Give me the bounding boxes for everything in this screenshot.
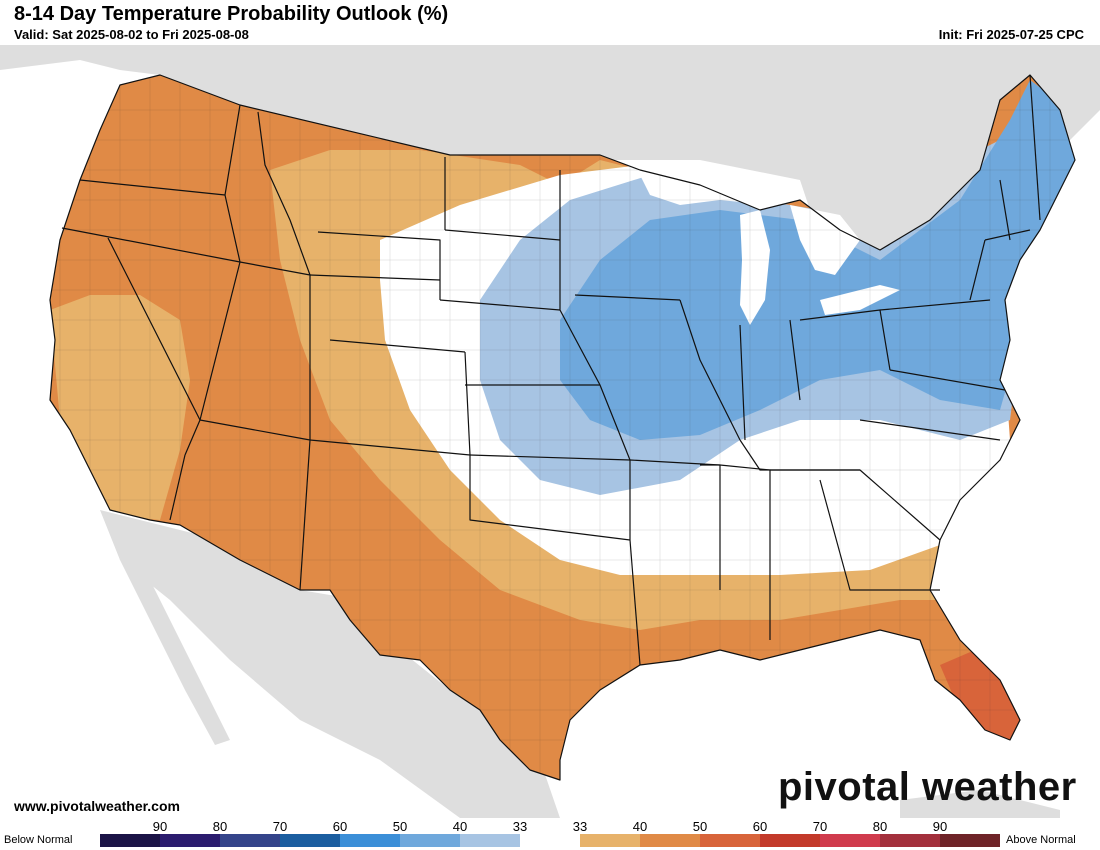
legend-tick-label: 60 — [752, 819, 768, 834]
legend-tick-label: 40 — [452, 819, 468, 834]
lake-erie — [820, 285, 900, 315]
legend-tick-label: 90 — [152, 819, 168, 834]
legend-swatch — [880, 834, 940, 847]
lake-michigan — [740, 210, 770, 325]
init-time: Init: Fri 2025-07-25 CPC — [938, 27, 1084, 42]
legend-swatch — [280, 834, 340, 847]
legend-swatch — [460, 834, 520, 847]
header: 8-14 Day Temperature Probability Outlook… — [0, 0, 1100, 46]
legend-tick-label: 33 — [572, 819, 588, 834]
legend-tick-label: 50 — [392, 819, 408, 834]
legend-color-bar — [100, 834, 1000, 847]
legend-tick-label: 33 — [512, 819, 528, 834]
legend-swatch — [820, 834, 880, 847]
legend-swatch — [400, 834, 460, 847]
legend-swatch — [340, 834, 400, 847]
baja-land — [110, 515, 230, 745]
legend-tick-label: 50 — [692, 819, 708, 834]
legend-swatch — [220, 834, 280, 847]
valid-period: Valid: Sat 2025-08-02 to Fri 2025-08-08 — [14, 27, 249, 42]
legend-swatch — [640, 834, 700, 847]
legend-swatch — [580, 834, 640, 847]
lake-superior — [640, 165, 800, 205]
cuba-land — [900, 790, 1060, 818]
legend-tick-label: 70 — [272, 819, 288, 834]
legend-tick-label: 90 — [932, 819, 948, 834]
legend-swatch — [940, 834, 1000, 847]
legend-swatch — [160, 834, 220, 847]
above-40-west — [50, 295, 190, 520]
brand-logo: pivotal weather — [778, 765, 1077, 809]
lake-huron — [790, 205, 860, 275]
legend-swatch — [700, 834, 760, 847]
page-title: 8-14 Day Temperature Probability Outlook… — [14, 3, 449, 25]
legend-tick-label: 60 — [332, 819, 348, 834]
website-url: www.pivotalweather.com — [14, 798, 180, 814]
legend-tick-label: 80 — [212, 819, 228, 834]
legend-above-label: Above Normal — [1006, 834, 1076, 846]
legend-tick-label: 40 — [632, 819, 648, 834]
state-borders — [49, 74, 1076, 781]
legend-swatch — [520, 834, 580, 847]
outlook-map — [0, 45, 1100, 818]
legend-tick-label: 70 — [812, 819, 828, 834]
legend: 90 80 70 60 50 40 33 33 40 50 60 70 80 90 Below Norma… — [0, 818, 1100, 850]
legend-swatch — [100, 834, 160, 847]
legend-tick-label: 80 — [872, 819, 888, 834]
mexico-land — [100, 510, 560, 818]
legend-below-label: Below Normal — [4, 834, 73, 846]
legend-swatch — [760, 834, 820, 847]
